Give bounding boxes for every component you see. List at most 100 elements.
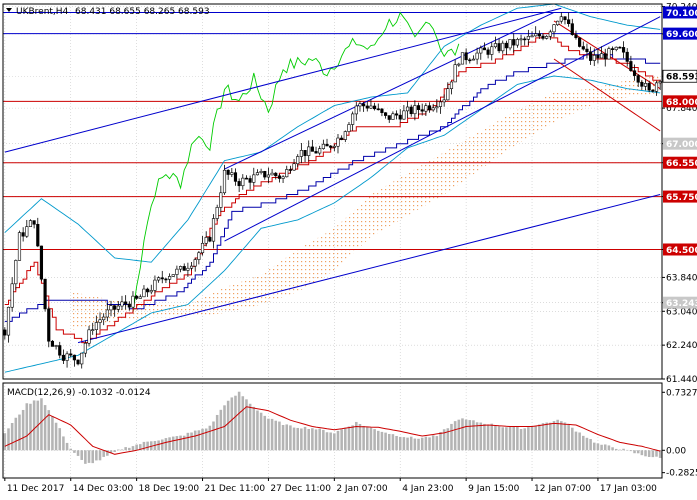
macd-histogram-bar [505,427,508,451]
candle-body [164,278,168,281]
candle-body [10,283,14,308]
time-tick-label: 21 Dec 11:00 [205,484,266,494]
candle-body [420,109,424,112]
candle-body [277,175,281,179]
candle-body [3,329,7,336]
macd-histogram-bar [215,414,219,451]
macd-histogram-bar [106,450,109,456]
macd-histogram-bar [373,429,376,451]
price-tick-label: 67.840 [666,104,697,114]
candle-body [482,47,487,51]
candle-body [563,16,567,21]
candle-body [548,31,552,37]
macd-histogram-bar [384,432,387,451]
candle-body [556,20,560,26]
candle-body [413,105,417,115]
macd-histogram-bar [549,422,552,451]
macd-histogram-bar [409,436,413,451]
macd-histogram-bar [296,427,299,451]
candle-body [72,354,76,361]
macd-histogram-bar [157,440,160,451]
candle-body [351,113,355,125]
macd-histogram-bar [655,450,658,457]
candle-body [69,353,73,356]
macd-histogram-bar [146,441,149,451]
macd-histogram-bar [245,399,248,451]
macd-histogram-bar [519,429,523,451]
candle-body [102,316,106,321]
macd-histogram-bar [278,421,281,451]
macd-histogram-bar [490,423,494,451]
macd-histogram-bar [29,403,32,451]
macd-histogram-bar [318,428,321,451]
macd-histogram-bar [501,427,505,451]
candle-body [416,105,421,110]
macd-histogram-bar [164,438,168,451]
candle-body [270,172,274,176]
macd-histogram-bar [614,448,618,451]
level-tag-current [662,69,697,83]
macd-histogram-bar [380,431,384,451]
macd-histogram-bar [556,419,559,451]
macd-histogram-bar [508,427,512,451]
candle-body [523,38,527,41]
macd-histogram-bar [453,421,457,451]
candle-body [636,75,640,83]
level-tag-label: 70.100 [666,9,697,19]
macd-histogram-bar [527,427,530,451]
macd-histogram-bar [428,437,431,451]
macd-histogram-bar [69,448,73,451]
candle-body [219,192,223,208]
level-tag-label: 64.500 [666,246,697,256]
candle-body [365,105,369,109]
macd-histogram-bar [171,436,175,451]
candle-body [380,108,384,113]
bollinger-lower-line [4,75,661,373]
candle-body [175,268,179,275]
macd-panel [3,391,662,464]
candle-body [457,63,461,66]
macd-histogram-bar [574,431,578,451]
macd-tick-label: 0.00 [666,446,686,456]
time-tick-label: 9 Jan 15:00 [468,484,520,494]
macd-histogram-bar [629,450,633,452]
macd-histogram-bar [182,435,186,451]
macd-histogram-bar [395,435,398,451]
level-tag-red [663,243,697,256]
candle-body [65,353,69,361]
header: UKBrent,H4 68.431 68.655 68.265 68.593 [6,7,210,17]
macd-tick-label: 0.7327 [666,388,697,398]
candle-body [127,303,131,308]
macd-histogram-bar [307,428,310,451]
macd-histogram-bar [475,422,479,451]
candle-body [211,218,216,242]
collapse-triangle-icon[interactable] [6,8,12,12]
macd-histogram-bar [179,435,182,451]
macd-histogram-bar [80,450,83,460]
macd-histogram-bar [131,446,135,451]
candle-body [32,220,36,225]
candle-body [318,148,322,154]
candle-body [43,278,47,310]
candle-body [58,345,62,356]
candle-body [603,53,607,60]
candle-body [453,64,457,83]
blue-channel-line [77,193,661,344]
candle-body [233,172,238,182]
candle-body [292,163,296,171]
macd-histogram-bar [344,427,347,451]
candle-body [515,39,519,46]
candle-body [519,38,523,41]
candle-body [632,70,637,76]
candle-body [508,39,512,49]
macd-histogram-bar [135,444,138,451]
macd-histogram-bar [483,423,486,451]
macd-histogram-bar [219,409,223,451]
candle-body [600,53,604,59]
candle-body [391,113,395,120]
macd-histogram-bar [618,449,622,451]
macd-histogram-bar [530,426,534,451]
candle-body [442,99,446,103]
candle-body [654,82,659,92]
